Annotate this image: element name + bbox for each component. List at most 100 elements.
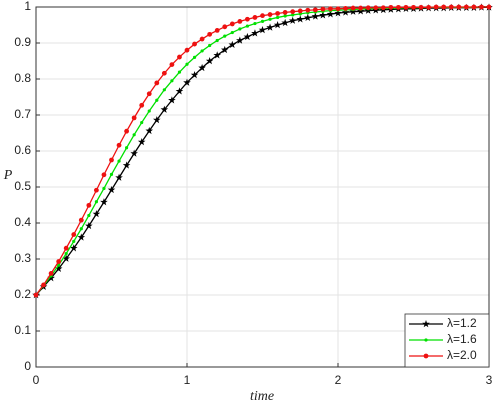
marker bbox=[85, 221, 93, 230]
marker bbox=[160, 105, 169, 113]
marker bbox=[426, 4, 431, 10]
marker bbox=[117, 159, 121, 163]
marker bbox=[205, 57, 214, 65]
y-tick-label: 0.5 bbox=[14, 179, 31, 193]
marker bbox=[94, 187, 99, 193]
marker bbox=[252, 15, 258, 20]
marker bbox=[260, 13, 265, 19]
marker bbox=[260, 19, 265, 23]
marker bbox=[41, 282, 46, 288]
marker bbox=[56, 259, 62, 264]
marker bbox=[185, 62, 189, 66]
y-axis-label: P bbox=[3, 168, 13, 183]
marker bbox=[471, 4, 477, 10]
y-tick-label: 0.1 bbox=[14, 323, 31, 337]
marker bbox=[161, 70, 167, 76]
marker bbox=[77, 233, 86, 241]
marker bbox=[124, 128, 129, 134]
x-tick-label: 3 bbox=[486, 373, 493, 387]
marker bbox=[155, 98, 159, 102]
legend: λ=1.2 λ=1.6 λ=2.0 bbox=[404, 313, 490, 368]
marker bbox=[319, 11, 327, 19]
marker bbox=[456, 4, 462, 10]
marker bbox=[131, 115, 137, 121]
y-tick-label: 0.7 bbox=[14, 107, 31, 121]
marker bbox=[168, 96, 176, 104]
marker bbox=[139, 102, 145, 108]
marker bbox=[109, 172, 114, 176]
marker bbox=[251, 29, 259, 37]
marker bbox=[418, 4, 424, 10]
marker bbox=[268, 17, 272, 21]
marker bbox=[145, 126, 154, 135]
marker bbox=[291, 13, 295, 17]
marker bbox=[192, 41, 197, 47]
marker bbox=[170, 79, 174, 83]
marker bbox=[147, 109, 151, 113]
marker bbox=[220, 45, 229, 54]
marker bbox=[184, 47, 190, 53]
marker bbox=[266, 23, 274, 31]
marker bbox=[448, 4, 454, 10]
marker bbox=[177, 70, 182, 74]
marker bbox=[288, 16, 297, 24]
marker bbox=[312, 7, 318, 13]
marker bbox=[57, 263, 61, 267]
marker bbox=[87, 213, 91, 218]
marker bbox=[137, 138, 146, 146]
marker bbox=[146, 91, 152, 97]
marker bbox=[305, 7, 311, 13]
marker bbox=[101, 172, 107, 178]
marker bbox=[215, 38, 219, 43]
marker bbox=[223, 34, 227, 38]
marker bbox=[115, 173, 123, 181]
legend-label: λ=1.6 bbox=[447, 332, 477, 346]
y-tick-label: 0.6 bbox=[14, 143, 31, 157]
marker bbox=[63, 245, 69, 251]
marker bbox=[109, 157, 114, 163]
marker bbox=[358, 5, 364, 11]
marker bbox=[236, 36, 244, 44]
legend-label: λ=2.0 bbox=[447, 348, 477, 362]
marker bbox=[267, 12, 273, 17]
marker bbox=[107, 185, 116, 194]
legend-label: λ=1.2 bbox=[447, 316, 477, 330]
marker bbox=[100, 198, 108, 206]
marker bbox=[94, 200, 98, 204]
marker bbox=[349, 7, 357, 15]
marker bbox=[380, 5, 386, 11]
marker bbox=[238, 27, 242, 31]
marker bbox=[190, 71, 199, 79]
marker bbox=[183, 78, 191, 86]
marker bbox=[78, 217, 84, 223]
marker bbox=[140, 120, 144, 125]
marker bbox=[102, 186, 106, 191]
marker bbox=[290, 9, 296, 15]
marker bbox=[276, 15, 280, 20]
marker bbox=[281, 18, 289, 27]
marker bbox=[214, 28, 220, 33]
marker bbox=[273, 21, 282, 29]
marker bbox=[275, 11, 280, 16]
marker bbox=[243, 32, 252, 41]
x-tick-label: 1 bbox=[184, 373, 191, 387]
marker bbox=[433, 4, 439, 10]
y-tick-label: 0.2 bbox=[14, 287, 31, 301]
marker bbox=[213, 51, 221, 59]
marker bbox=[125, 146, 129, 150]
legend-marker bbox=[423, 353, 429, 359]
marker bbox=[326, 10, 335, 18]
y-tick-label: 0.8 bbox=[14, 71, 31, 85]
y-tick-label: 0.4 bbox=[14, 215, 31, 229]
marker bbox=[130, 149, 138, 157]
marker bbox=[154, 80, 160, 86]
marker bbox=[396, 4, 401, 10]
marker bbox=[198, 63, 206, 72]
x-tick-label: 0 bbox=[33, 373, 40, 387]
marker bbox=[162, 88, 166, 92]
marker bbox=[62, 254, 70, 262]
marker bbox=[328, 6, 333, 12]
y-tick-label: 1 bbox=[24, 0, 31, 13]
marker bbox=[365, 5, 371, 11]
